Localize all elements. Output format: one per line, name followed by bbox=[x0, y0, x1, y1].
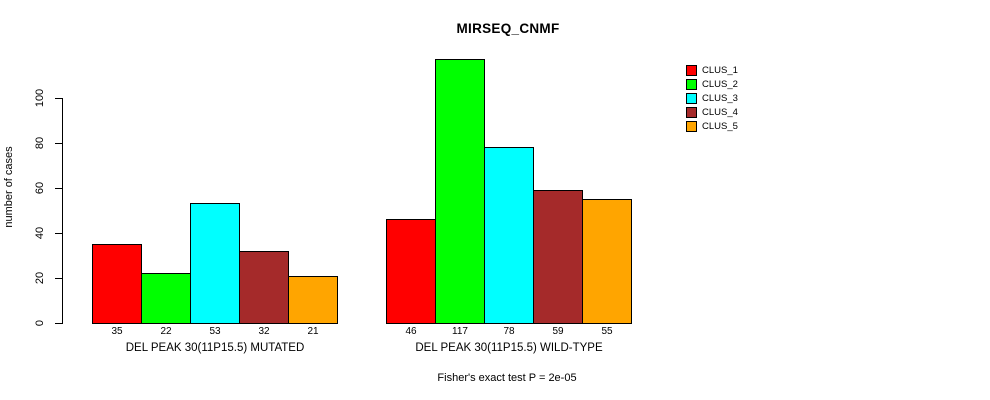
legend-item: CLUS_4 bbox=[686, 105, 738, 119]
bar-clus_1 bbox=[92, 244, 142, 324]
bar-value-label: 35 bbox=[111, 326, 123, 337]
bar-value-label: 22 bbox=[160, 326, 172, 337]
bar-clus_3 bbox=[190, 203, 240, 324]
y-axis-tick bbox=[55, 323, 62, 324]
bar-value-label: 55 bbox=[601, 326, 613, 337]
bar-clus_2 bbox=[141, 273, 191, 324]
legend-item: CLUS_1 bbox=[686, 63, 738, 77]
x-group-label: DEL PEAK 30(11P15.5) WILD-TYPE bbox=[415, 342, 603, 354]
legend-swatch bbox=[686, 78, 697, 90]
bar-clus_3 bbox=[484, 147, 534, 324]
y-axis-tick-label: 80 bbox=[34, 136, 46, 149]
bar-value-label: 21 bbox=[307, 326, 319, 337]
legend-label: CLUS_1 bbox=[702, 64, 738, 76]
bar-clus_2 bbox=[435, 59, 485, 324]
bar-value-label: 78 bbox=[503, 326, 515, 337]
y-axis-tick bbox=[55, 187, 62, 189]
legend-item: CLUS_5 bbox=[686, 119, 738, 133]
bar-value-label: 53 bbox=[209, 326, 221, 337]
y-axis-tick bbox=[55, 97, 62, 99]
bar-value-label: 59 bbox=[552, 326, 564, 337]
legend-item: CLUS_3 bbox=[686, 91, 738, 105]
y-axis-tick bbox=[55, 232, 62, 234]
bar-value-label: 46 bbox=[405, 326, 417, 337]
y-axis-tick-label: 60 bbox=[34, 181, 46, 194]
legend-label: CLUS_3 bbox=[702, 92, 738, 104]
y-axis-tick-label: 40 bbox=[34, 226, 46, 239]
legend-label: CLUS_5 bbox=[702, 120, 738, 132]
legend-label: CLUS_4 bbox=[702, 106, 738, 118]
chart-title: MIRSEQ_CNMF bbox=[456, 21, 560, 36]
y-axis-tick-label: 20 bbox=[34, 271, 46, 285]
legend-swatch bbox=[686, 64, 697, 76]
y-axis-tick-label: 100 bbox=[34, 88, 46, 107]
legend-item: CLUS_2 bbox=[686, 77, 738, 91]
bar-clus_5 bbox=[582, 199, 632, 324]
legend-swatch bbox=[686, 92, 697, 104]
y-axis-tick bbox=[55, 142, 62, 144]
legend-label: CLUS_2 bbox=[702, 78, 738, 90]
legend: CLUS_1 CLUS_2 CLUS_3 CLUS_4 CLUS_5 bbox=[686, 63, 738, 133]
legend-swatch bbox=[686, 120, 697, 132]
bar-clus_5 bbox=[288, 276, 338, 324]
y-axis-tick-label: 0 bbox=[34, 319, 46, 327]
bar-clus_4 bbox=[533, 190, 583, 324]
bar-clus_1 bbox=[386, 219, 436, 324]
y-axis-line bbox=[62, 97, 63, 324]
fisher-test-annotation: Fisher's exact test P = 2e-05 bbox=[437, 372, 577, 384]
legend-swatch bbox=[686, 106, 697, 118]
bar-value-label: 117 bbox=[452, 326, 468, 337]
bar-clus_4 bbox=[239, 251, 289, 324]
y-axis-tick bbox=[55, 277, 62, 279]
x-group-label: DEL PEAK 30(11P15.5) MUTATED bbox=[125, 342, 305, 354]
bar-value-label: 32 bbox=[258, 326, 270, 337]
